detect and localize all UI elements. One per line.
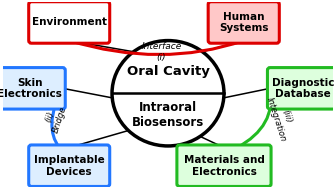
Text: (iii)
Integration: (iii) Integration [265, 93, 298, 143]
Ellipse shape [112, 41, 224, 146]
Text: Intraoral
Biosensors: Intraoral Biosensors [132, 101, 204, 129]
Text: Oral Cavity: Oral Cavity [127, 65, 209, 78]
FancyBboxPatch shape [29, 2, 110, 43]
Text: Human
Systems: Human Systems [219, 12, 268, 33]
Text: Interface
(i): Interface (i) [141, 42, 181, 62]
Text: Materials and
Electronics: Materials and Electronics [183, 155, 264, 177]
Text: Diagnostic
Database: Diagnostic Database [272, 77, 334, 99]
FancyBboxPatch shape [208, 2, 279, 43]
FancyBboxPatch shape [267, 68, 336, 109]
FancyBboxPatch shape [177, 145, 271, 187]
Text: Skin
Electronics: Skin Electronics [0, 77, 62, 99]
Text: (ii)
Bridge: (ii) Bridge [41, 102, 68, 134]
FancyBboxPatch shape [29, 145, 110, 187]
Text: Implantable
Devices: Implantable Devices [34, 155, 104, 177]
Text: Environment: Environment [32, 17, 107, 27]
FancyBboxPatch shape [0, 68, 65, 109]
